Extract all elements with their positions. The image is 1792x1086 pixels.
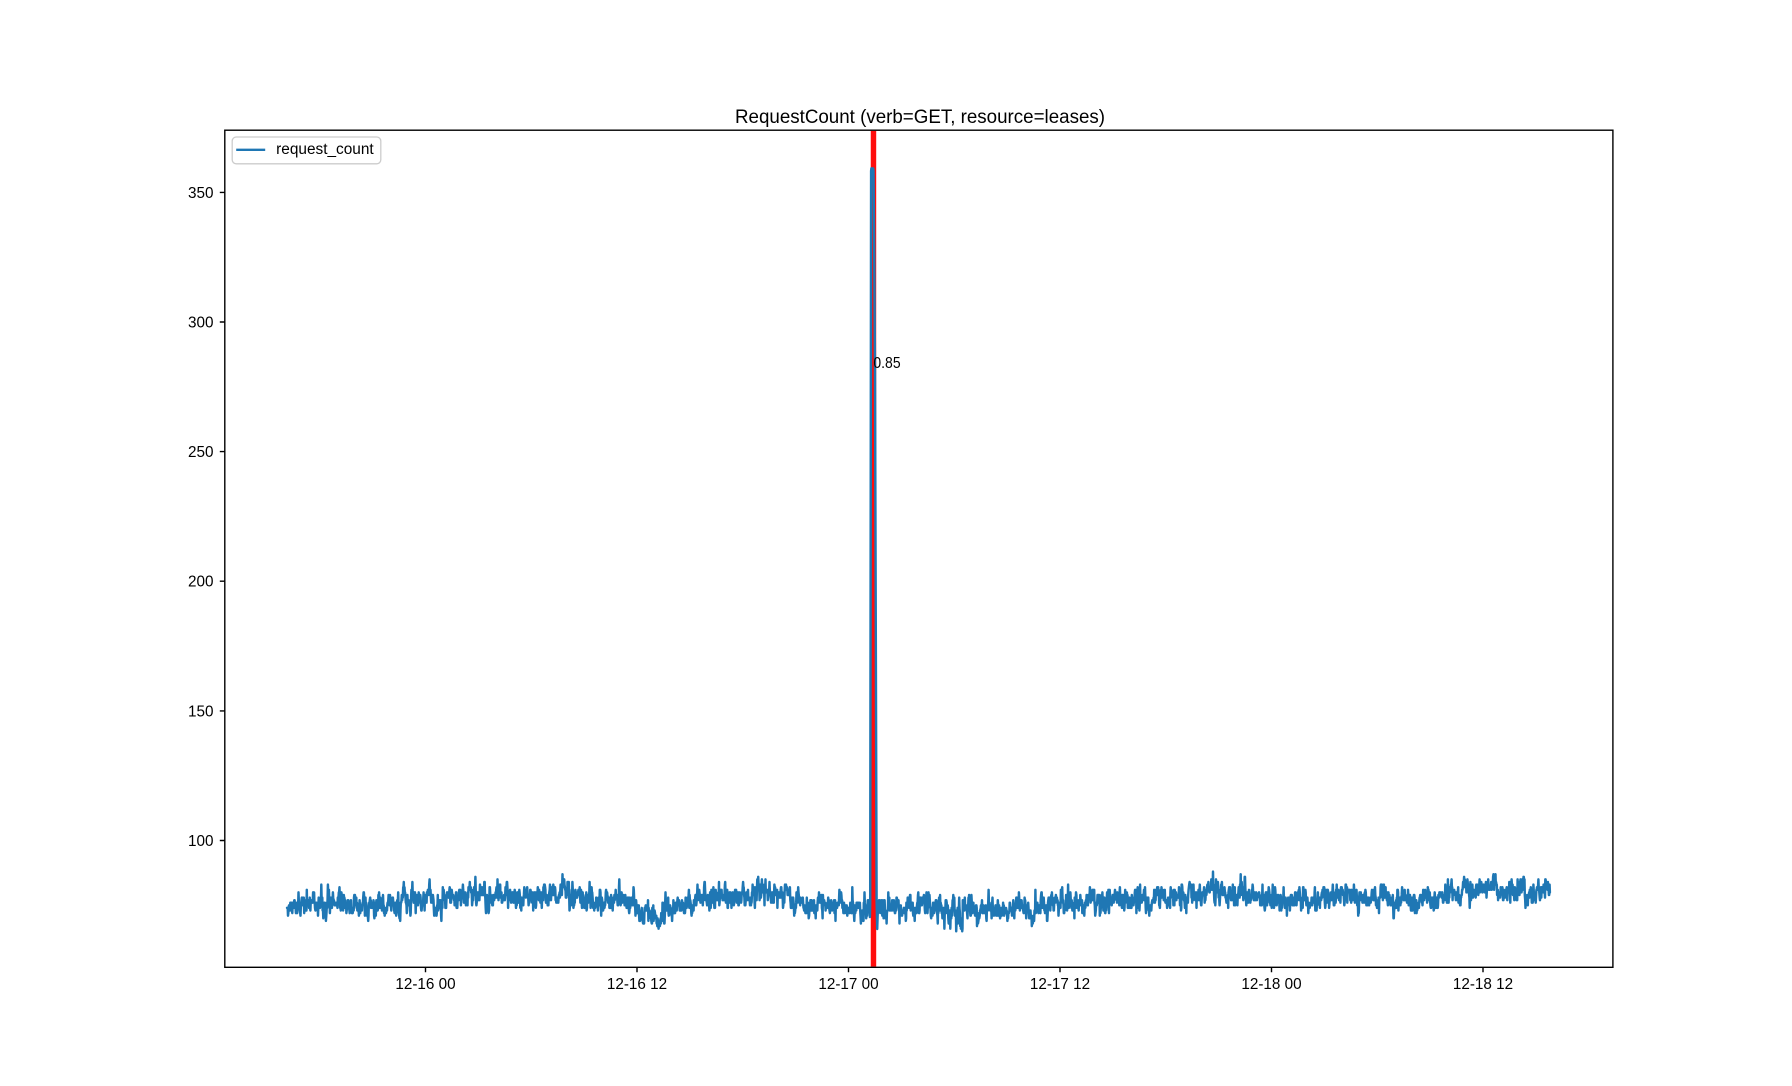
svg-text:RequestCount (verb=GET, resour: RequestCount (verb=GET, resource=leases): [735, 107, 1105, 128]
svg-text:100: 100: [188, 833, 214, 850]
svg-text:200: 200: [188, 574, 214, 591]
svg-text:350: 350: [188, 185, 214, 202]
svg-text:250: 250: [188, 444, 214, 461]
svg-text:0.85: 0.85: [873, 355, 900, 372]
svg-text:12-16 12: 12-16 12: [607, 976, 667, 993]
svg-text:300: 300: [188, 315, 214, 332]
svg-text:12-17 00: 12-17 00: [818, 976, 878, 993]
svg-text:12-18 00: 12-18 00: [1241, 976, 1301, 993]
svg-text:12-17 12: 12-17 12: [1030, 976, 1090, 993]
svg-text:request_count: request_count: [276, 141, 374, 158]
svg-text:150: 150: [188, 703, 214, 720]
svg-text:12-18 12: 12-18 12: [1453, 976, 1513, 993]
svg-text:12-16 00: 12-16 00: [395, 976, 455, 993]
